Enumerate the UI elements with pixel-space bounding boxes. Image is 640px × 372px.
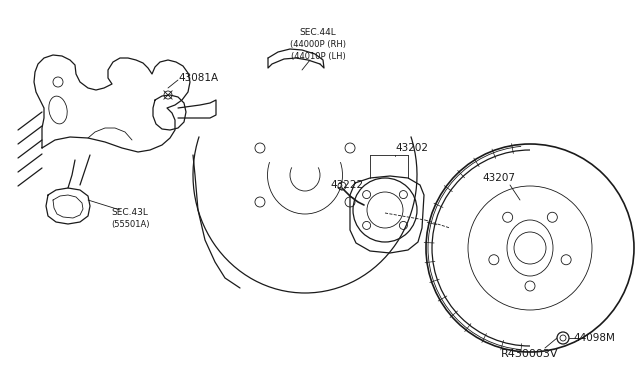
Text: 43081A: 43081A [178,73,218,83]
Text: SEC.43L: SEC.43L [111,208,148,217]
Text: (44000P (RH): (44000P (RH) [290,39,346,48]
Text: R430003V: R430003V [501,349,559,359]
Text: 43202: 43202 [395,143,428,153]
Text: (55501A): (55501A) [111,219,149,228]
Text: 43222: 43222 [330,180,363,190]
Text: SEC.44L: SEC.44L [300,28,337,36]
Text: (44010P (LH): (44010P (LH) [291,51,346,61]
Text: 44098M: 44098M [573,333,615,343]
Text: 43207: 43207 [482,173,515,183]
